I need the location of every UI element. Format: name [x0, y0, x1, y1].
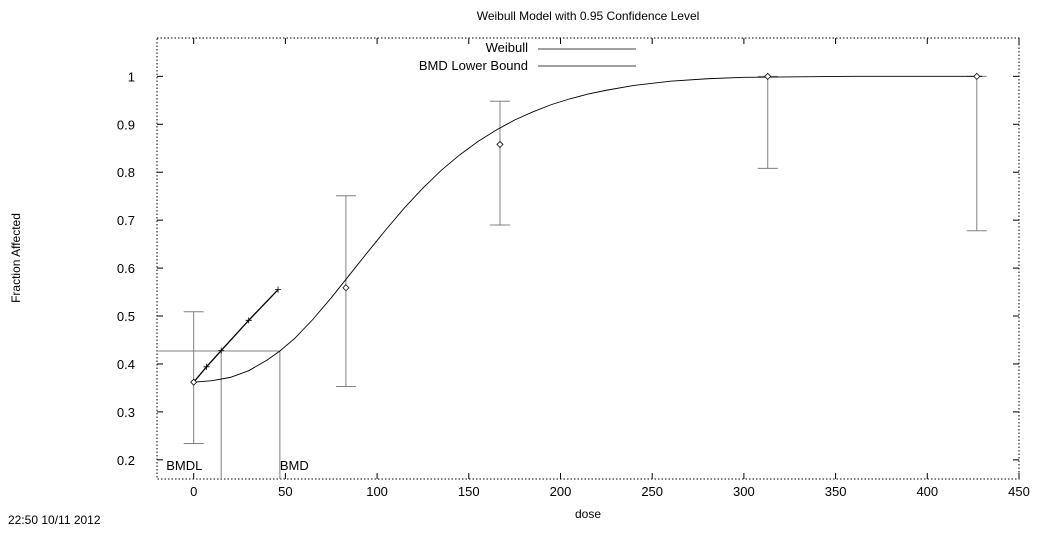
data-point [973, 72, 981, 80]
x-tick-label: 350 [825, 484, 847, 499]
data-points [190, 72, 981, 386]
x-tick-label: 450 [1008, 484, 1030, 499]
bmd-lower-bound-marker [245, 317, 252, 324]
x-tick-label: 200 [550, 484, 572, 499]
y-tick-label: 0.6 [117, 261, 135, 276]
y-tick-label: 0.7 [117, 213, 135, 228]
y-tick-label: 0.8 [117, 165, 135, 180]
x-tick-label: 50 [278, 484, 292, 499]
x-tick-label: 100 [366, 484, 388, 499]
timestamp: 22:50 10/11 2012 [8, 513, 101, 527]
y-axis-label: Fraction Affected [9, 213, 23, 303]
bmd-label: BMD [280, 458, 309, 473]
y-tick-label: 0.4 [117, 357, 135, 372]
data-point [764, 72, 772, 80]
legend-label-weibull: Weibull [486, 40, 529, 55]
y-tick-label: 0.9 [117, 117, 135, 132]
y-axis: 0.2 0.3 0.4 0.5 0.6 0.7 0.8 0.9 1 [117, 69, 1019, 468]
x-tick-label: 0 [190, 484, 197, 499]
bmd-reference-lines [157, 350, 281, 479]
y-tick-label: 1 [128, 69, 135, 84]
data-point [190, 378, 198, 386]
x-tick-label: 400 [916, 484, 938, 499]
legend: Weibull BMD Lower Bound [419, 40, 636, 73]
bmd-lower-bound-marker [275, 286, 282, 293]
x-tick-label: 300 [733, 484, 755, 499]
y-tick-label: 0.3 [117, 405, 135, 420]
data-point [496, 140, 504, 148]
bmd-lower-bound-marker [203, 363, 210, 370]
x-tick-label: 250 [641, 484, 663, 499]
model-curves [190, 75, 983, 386]
y-tick-label: 0.2 [117, 453, 135, 468]
x-axis-label: dose [575, 507, 601, 521]
legend-label-bmd-lower-bound: BMD Lower Bound [419, 58, 528, 73]
y-tick-label: 0.5 [117, 309, 135, 324]
data-point [342, 284, 350, 292]
bmd-lower-bound-marker [218, 347, 225, 354]
error-bars [183, 75, 987, 445]
x-tick-label: 150 [458, 484, 480, 499]
plot-frame [156, 37, 1020, 480]
bmdl-label: BMDL [166, 458, 202, 473]
x-axis: 0 50 100 150 200 250 300 350 400 450 [190, 38, 1030, 499]
weibull-curve [193, 75, 983, 383]
chart-title: Weibull Model with 0.95 Confidence Level [477, 9, 700, 23]
